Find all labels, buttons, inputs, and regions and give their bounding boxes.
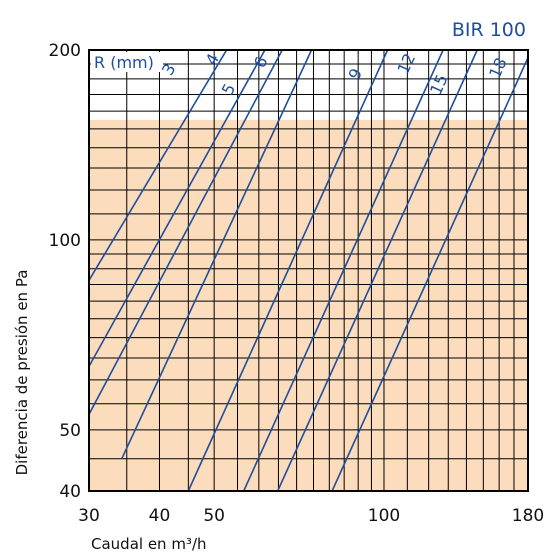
legend-title: R (mm): [94, 53, 154, 72]
shaded-operating-region: [89, 119, 528, 491]
curve-label-r-4: 4: [202, 50, 224, 68]
y-tick-label: 200: [49, 41, 81, 61]
curve-r-4: [89, 50, 266, 369]
curve-r-18: [331, 55, 528, 491]
curves: [89, 50, 528, 491]
x-tick-label: 100: [368, 506, 400, 526]
y-axis-label: Diferencia de presión en Pa: [13, 270, 31, 476]
curve-r-12: [242, 50, 444, 491]
plot-frame: [88, 49, 529, 492]
y-tick-label: 100: [49, 231, 81, 251]
product-label: BIR 100: [452, 19, 526, 41]
curve-r-5: [89, 50, 283, 417]
curve-label-r-9: 9: [345, 65, 367, 82]
legend-background: [91, 52, 163, 72]
curve-label-r-18: 18: [485, 55, 511, 81]
curve-r-9: [187, 50, 389, 491]
curve-label-r-5: 5: [218, 80, 240, 98]
curve-r-3: [89, 50, 228, 282]
tick-labels: 30 40 50 100 180 40 50 100 200: [49, 41, 545, 526]
x-axis-label: Caudal en m³/h: [91, 535, 207, 553]
curve-label-r-12: 12: [394, 50, 420, 76]
x-tick-label: 50: [203, 506, 225, 526]
x-tick-label: 30: [78, 506, 100, 526]
y-tick-label: 40: [59, 482, 81, 502]
curve-label-r-3: 3: [158, 60, 180, 78]
curve-r-15: [276, 50, 478, 491]
x-tick-label: 180: [512, 506, 544, 526]
x-tick-label: 40: [149, 506, 171, 526]
y-tick-label: 50: [59, 421, 81, 441]
curve-r-6: [121, 50, 313, 460]
